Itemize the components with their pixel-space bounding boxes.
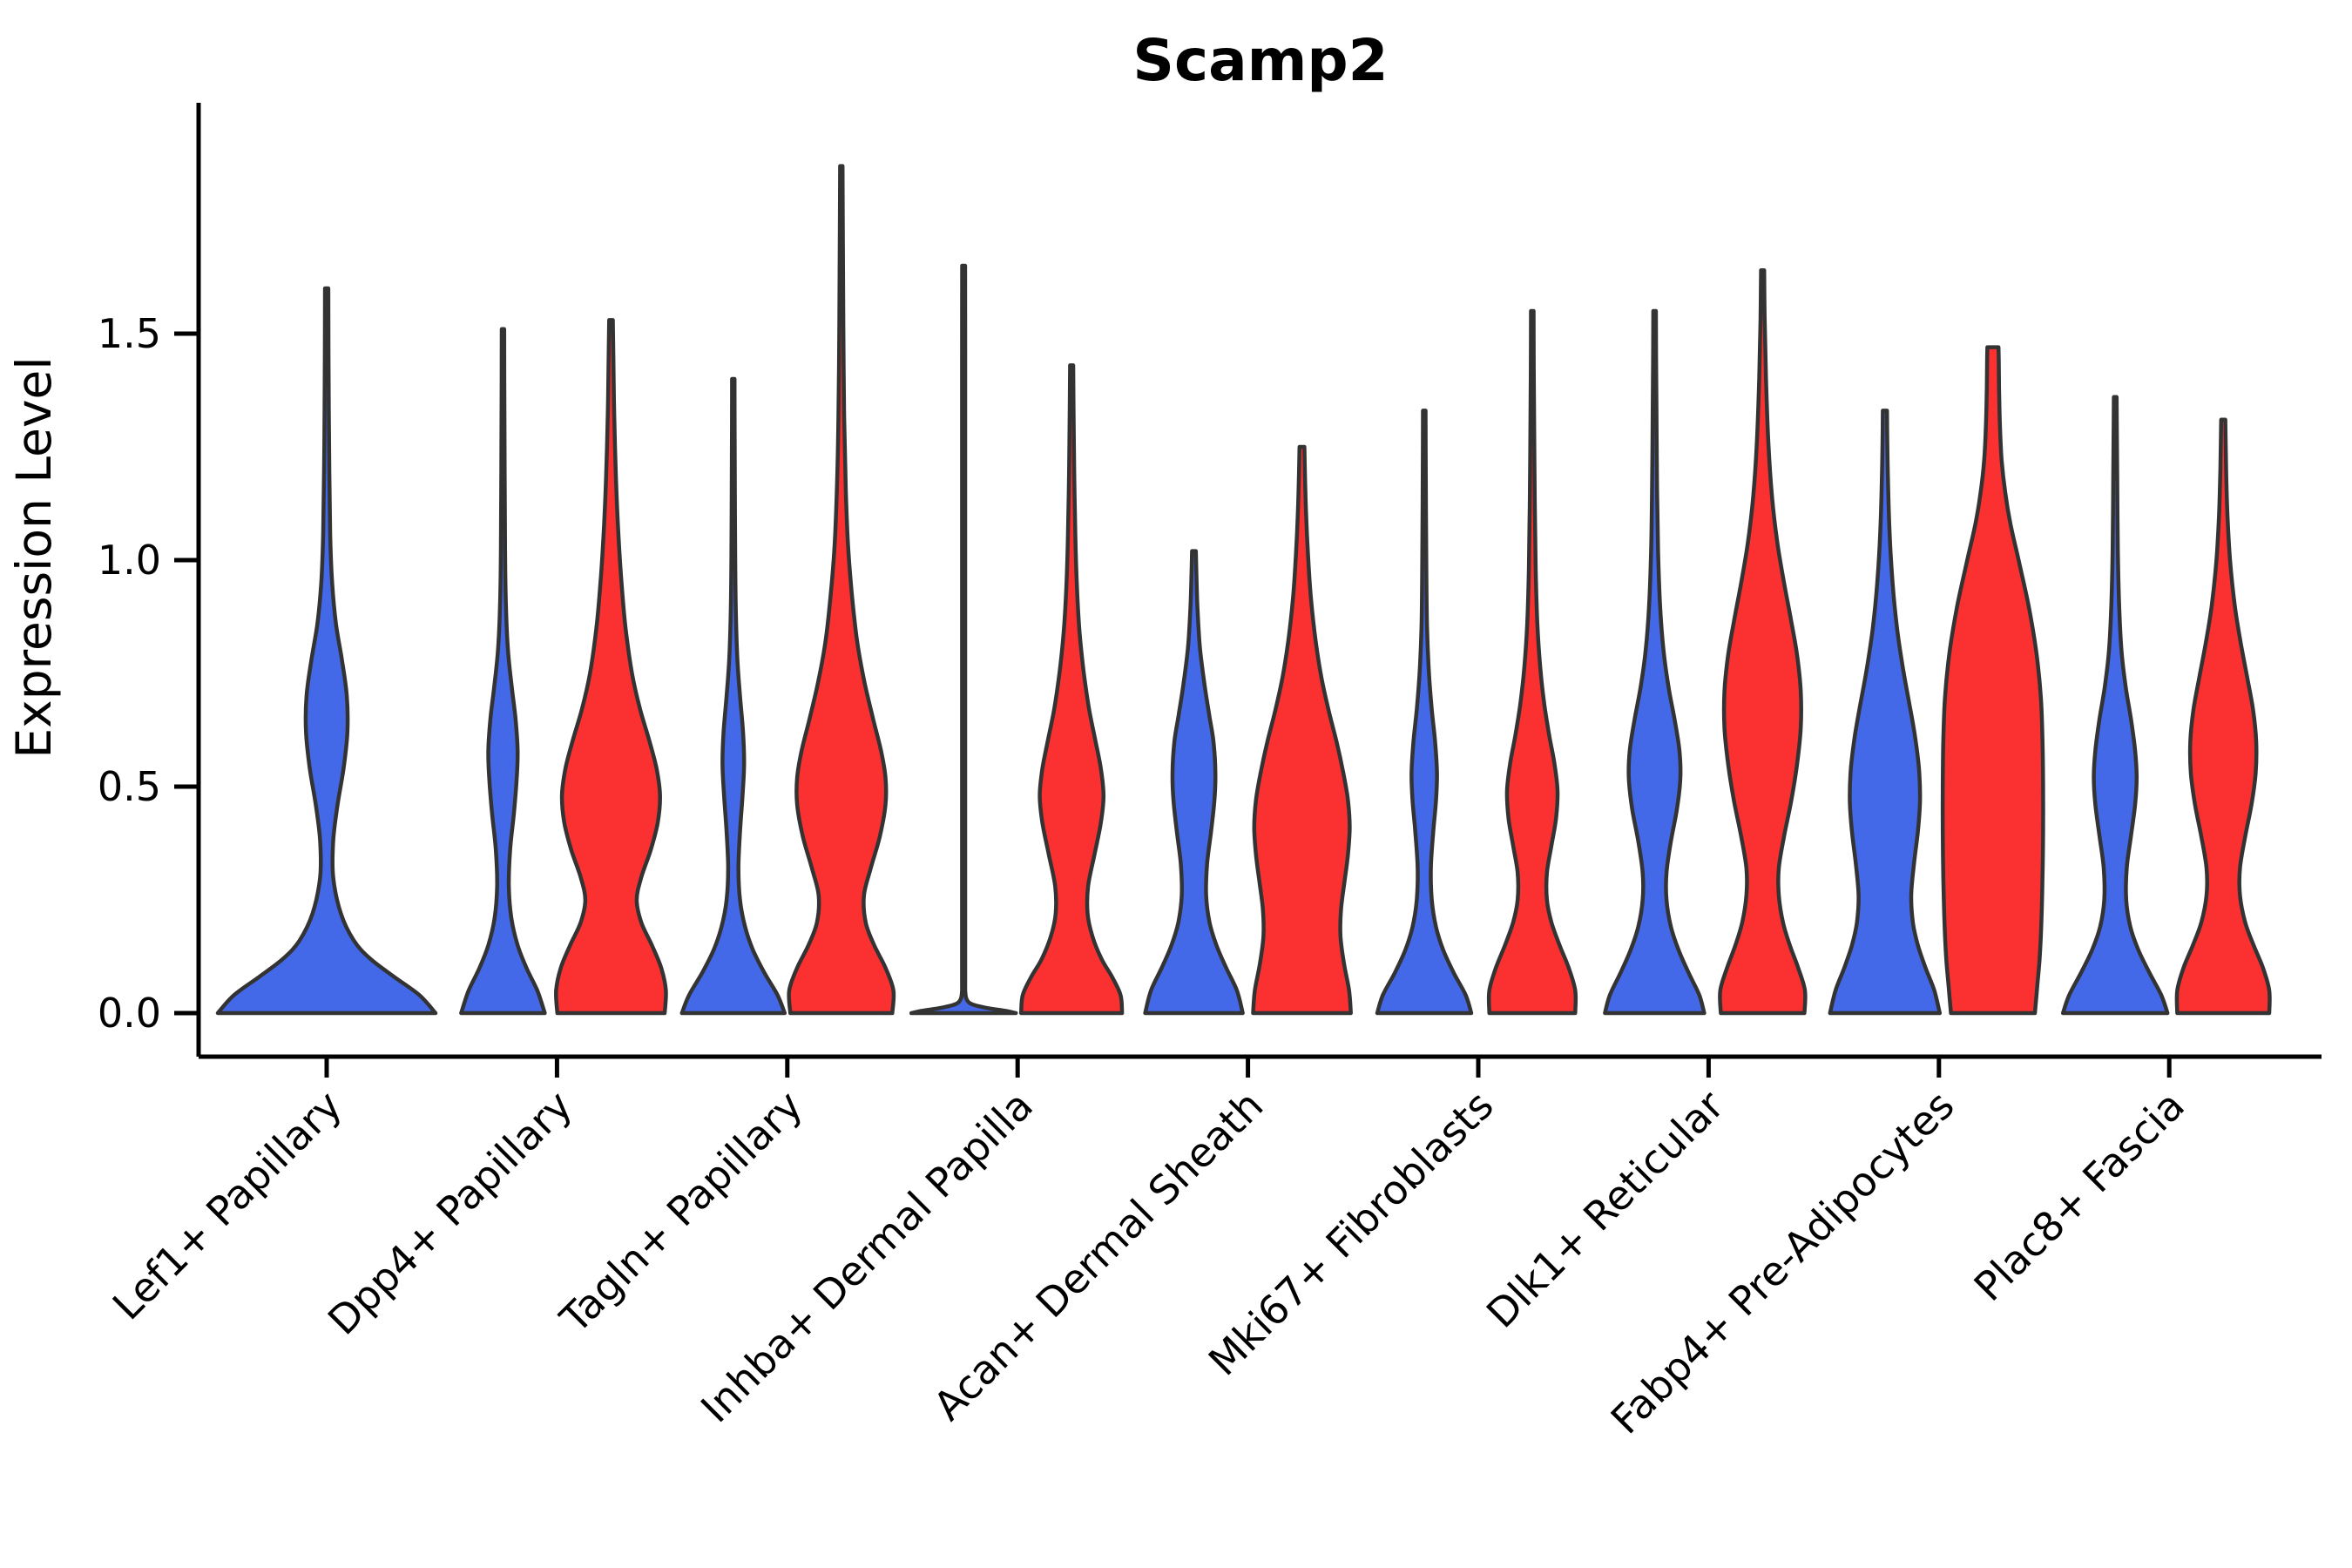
violin-plac8-fascia-condition-blue	[2060, 395, 2170, 1016]
x-tick-label-dlk1-reticular: Dlk1+ Reticular	[1477, 1082, 1733, 1337]
violin-acan-dermal-sheath-condition-red	[1251, 444, 1353, 1016]
violin-dlk1-reticular-condition-red	[1718, 267, 1808, 1016]
x-tick-label-lef1-papillary: Lef1+ Papillary	[104, 1082, 351, 1329]
violin-inhba-dermal-papilla-condition-blue	[909, 263, 1018, 1016]
violin-fabp4-pre-adipocytes-condition-red	[1940, 345, 2045, 1016]
y-tick-label-3: 1.5	[98, 310, 161, 357]
y-tick-label-0: 0.0	[98, 990, 161, 1037]
violin-mki67-fibroblasts-condition-red	[1486, 308, 1578, 1016]
y-tick-label-1: 0.5	[98, 763, 161, 810]
x-tick-label-tagln-papillary: Tagln+ Papillary	[551, 1082, 812, 1343]
violins-layer	[215, 164, 2272, 1016]
x-tick-label-dpp4-papillary: Dpp4+ Papillary	[319, 1082, 581, 1344]
x-ticks-layer	[324, 1057, 2172, 1078]
violin-plac8-fascia-condition-red	[2174, 417, 2272, 1016]
y-axis-label: Expression Level	[6, 356, 62, 758]
violin-dlk1-reticular-condition-blue	[1603, 308, 1707, 1016]
violin-fabp4-pre-adipocytes-condition-blue	[1828, 409, 1943, 1016]
violin-tagln-papillary-condition-blue	[679, 376, 787, 1016]
violin-tagln-papillary-condition-red	[787, 164, 896, 1016]
x-tick-label-plac8-fascia: Plac8+ Fascia	[1965, 1082, 2193, 1310]
violin-dpp4-papillary-condition-blue	[459, 327, 547, 1016]
violin-lef1-papillary-condition-blue	[215, 286, 438, 1016]
y-tick-label-2: 1.0	[98, 537, 161, 584]
violin-mki67-fibroblasts-condition-blue	[1375, 409, 1474, 1016]
violin-inhba-dermal-papilla-condition-red	[1018, 363, 1125, 1016]
violin-acan-dermal-sheath-condition-blue	[1143, 549, 1245, 1016]
chart-title: Scamp2	[1132, 27, 1388, 94]
violin-dpp4-papillary-condition-red	[554, 318, 668, 1016]
